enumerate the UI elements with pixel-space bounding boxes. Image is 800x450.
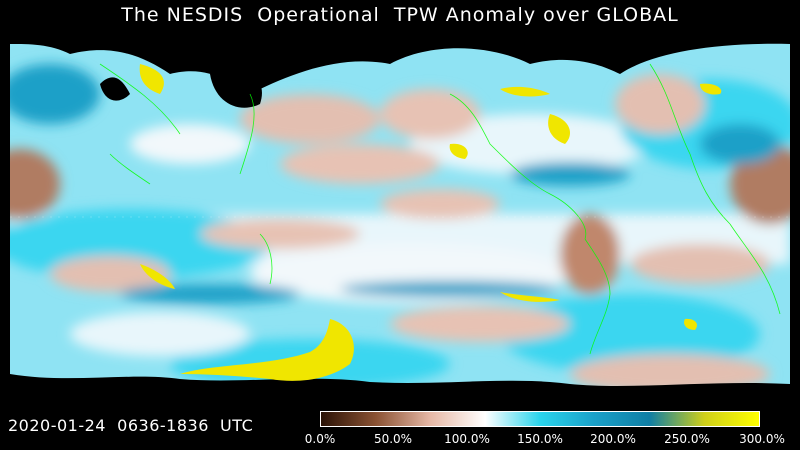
coastlines: [99, 63, 781, 355]
colorbar-tick-label: 50.0%: [373, 432, 413, 446]
extreme-anomaly-patches: [139, 64, 722, 381]
colorbar-tick-label: 200.0%: [590, 432, 636, 446]
map-title: The NESDIS Operational TPW Anomaly over …: [121, 4, 679, 26]
colorbar-tick-label: 250.0%: [664, 432, 710, 446]
colorbar-tick-label: 300.0%: [739, 432, 785, 446]
tpw-anomaly-map: [10, 34, 790, 400]
colorbar-tick-label: 0.0%: [304, 432, 336, 446]
anomaly-colorbar: [320, 411, 760, 427]
colorbar-ticks: 0.0% 50.0% 100.0% 150.0% 200.0% 250.0% 3…: [300, 432, 790, 448]
colorbar-tick-label: 100.0%: [444, 432, 490, 446]
no-data-regions: [10, 34, 790, 400]
observation-timestamp: 2020-01-24 0636-1836 UTC: [8, 416, 254, 435]
colorbar-tick-label: 150.0%: [517, 432, 563, 446]
